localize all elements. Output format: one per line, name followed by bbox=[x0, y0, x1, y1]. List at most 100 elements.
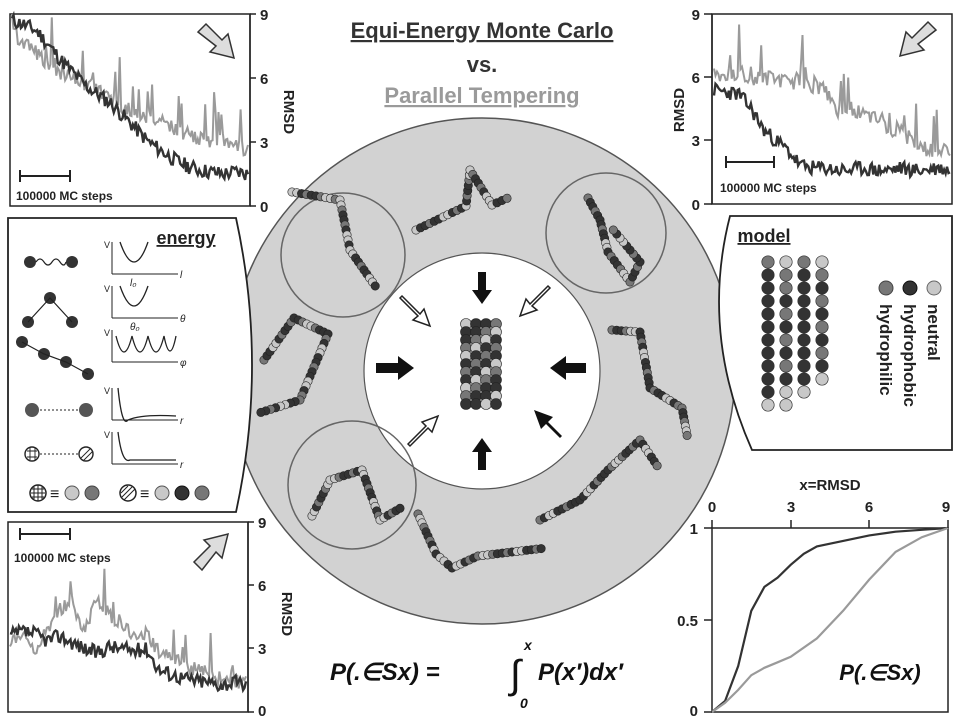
y-tick-label: 1 bbox=[690, 521, 698, 538]
hollow-arrow-icon bbox=[518, 284, 552, 318]
series-line-dark bbox=[712, 81, 951, 180]
model-bead bbox=[815, 333, 829, 347]
y-tick-label: 0 bbox=[690, 703, 698, 719]
energy-panel: energy Vl l₀ Vθ θ₀ Vφ Vr Vr ≡ ≡ bbox=[7, 217, 253, 513]
model-bead bbox=[815, 281, 829, 295]
model-panel-title: model bbox=[737, 226, 790, 246]
model-bead bbox=[815, 294, 829, 308]
potential-v-label: V bbox=[104, 430, 110, 440]
potential-curve bbox=[115, 335, 177, 353]
bundle-bead bbox=[480, 398, 492, 410]
energy-legend: ≡ ≡ bbox=[29, 484, 210, 503]
integral-sign: ∫ bbox=[508, 653, 524, 697]
y-axis-label: RMSD bbox=[278, 592, 295, 636]
legend-neutral: neutral bbox=[924, 304, 943, 361]
model-bead bbox=[815, 268, 829, 282]
arrow-up-right-icon bbox=[192, 532, 230, 572]
model-bead bbox=[797, 385, 811, 399]
legend-equiv: ≡ bbox=[140, 486, 149, 503]
x-tick-label: 6 bbox=[865, 499, 873, 516]
tick-marks bbox=[704, 520, 949, 713]
protein-chains bbox=[256, 165, 692, 573]
model-bead bbox=[797, 268, 811, 282]
model-bead bbox=[779, 398, 793, 412]
arrow-down-right-icon bbox=[196, 22, 236, 60]
model-bead bbox=[815, 255, 829, 269]
model-bead bbox=[761, 294, 775, 308]
angle-icon bbox=[27, 297, 73, 323]
tick-label: 0 bbox=[258, 703, 266, 719]
tick-marks bbox=[248, 521, 254, 713]
model-bead bbox=[779, 333, 793, 347]
model-bead bbox=[797, 372, 811, 386]
model-bead bbox=[815, 346, 829, 360]
model-bead bbox=[761, 398, 775, 412]
highlight-circle-bottom-left bbox=[287, 420, 417, 550]
chain-bead bbox=[502, 193, 512, 203]
series-line-light bbox=[713, 24, 951, 159]
striped-bead-icon bbox=[78, 446, 94, 462]
model-bead bbox=[815, 320, 829, 334]
inward-arrows bbox=[376, 272, 586, 470]
model-panel-frame bbox=[718, 215, 953, 451]
arrow-up-icon bbox=[472, 438, 492, 470]
integral-upper: x bbox=[523, 637, 533, 653]
model-bead bbox=[761, 333, 775, 347]
highlight-circle-top-right bbox=[545, 172, 667, 294]
plot-series bbox=[711, 526, 949, 713]
bead-mid bbox=[79, 403, 93, 417]
energy-panel-frame bbox=[7, 217, 253, 513]
potential-v-label: V bbox=[104, 240, 110, 250]
tick-label: 3 bbox=[692, 133, 700, 150]
title-line1: Equi-Energy Monte Carlo bbox=[351, 18, 614, 43]
potential-v-label: V bbox=[104, 284, 110, 294]
series-line-light bbox=[9, 568, 247, 689]
bundle-bead bbox=[490, 398, 502, 410]
legend-hydrophilic: hydrophilic bbox=[876, 304, 895, 396]
model-bead bbox=[797, 346, 811, 360]
cdf-label: P(.∈Sx) bbox=[839, 660, 921, 685]
chain-bead bbox=[395, 503, 405, 513]
bead-mid bbox=[25, 403, 39, 417]
plot-series bbox=[712, 24, 951, 180]
tick-label: 9 bbox=[258, 515, 266, 532]
potential-var-label: r bbox=[180, 416, 184, 427]
legend-equiv: ≡ bbox=[50, 486, 59, 503]
model-bead bbox=[779, 281, 793, 295]
highlight-circle-top-left bbox=[280, 192, 406, 318]
model-bead-columns bbox=[761, 255, 829, 412]
scale-label: 100000 MC steps bbox=[720, 181, 817, 195]
potential-curve bbox=[119, 285, 149, 307]
model-bead bbox=[761, 372, 775, 386]
potential-eq-label: l₀ bbox=[130, 278, 136, 289]
bundle-bead bbox=[460, 398, 472, 410]
y-tick-label: 0.5 bbox=[677, 613, 698, 630]
model-bead bbox=[761, 385, 775, 399]
tick-label: 0 bbox=[692, 197, 700, 214]
model-bead bbox=[815, 372, 829, 386]
energy-panel-title: energy bbox=[156, 228, 215, 248]
potential-v-label: V bbox=[104, 328, 110, 338]
arrow-right-icon bbox=[376, 356, 414, 380]
series-line-dark bbox=[9, 622, 248, 694]
tick-label: 6 bbox=[258, 578, 266, 595]
formula: P(.∈Sx) = ∫ x 0 P(x′)dx′ bbox=[330, 637, 624, 711]
model-bead bbox=[779, 385, 793, 399]
model-bead bbox=[761, 307, 775, 321]
chain-bead bbox=[652, 461, 662, 471]
x-tick-label: 0 bbox=[708, 499, 716, 516]
bead-light bbox=[64, 485, 80, 501]
spring-icon bbox=[35, 258, 67, 266]
title-line2: vs. bbox=[467, 52, 498, 77]
model-panel: model neutral hydrophobic hydrophilic bbox=[718, 215, 953, 451]
plot-bottom-right: x=RMSD 0 3 6 9 1 0.5 0 P(.∈Sx) bbox=[677, 477, 950, 720]
cdf-line-dark bbox=[711, 526, 949, 713]
cdf-line-light bbox=[711, 526, 949, 713]
stripe-lines bbox=[80, 448, 94, 462]
y-axis-label: RMSD bbox=[280, 90, 297, 134]
model-bead bbox=[815, 359, 829, 373]
hollow-arrow-icon bbox=[406, 414, 440, 448]
plot-series bbox=[9, 568, 248, 694]
scale-label: 100000 MC steps bbox=[14, 551, 111, 565]
model-bead bbox=[779, 320, 793, 334]
